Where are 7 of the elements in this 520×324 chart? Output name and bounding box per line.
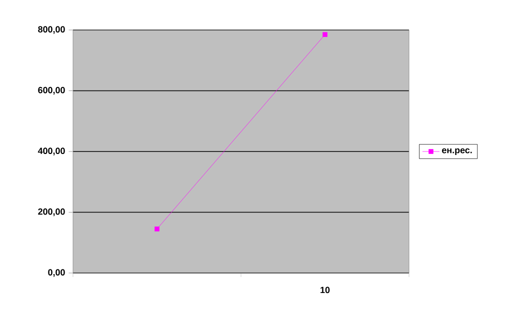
y-tick-label: 200,00 — [38, 208, 65, 216]
y-tick-label: 0,00 — [48, 269, 65, 277]
y-tick-label: 400,00 — [38, 148, 65, 156]
y-tick-label: 600,00 — [38, 86, 65, 95]
x-tick-label: 10 — [320, 286, 330, 294]
legend-label: ен.рес. — [442, 148, 472, 156]
y-tick-label: 800,00 — [38, 26, 65, 34]
